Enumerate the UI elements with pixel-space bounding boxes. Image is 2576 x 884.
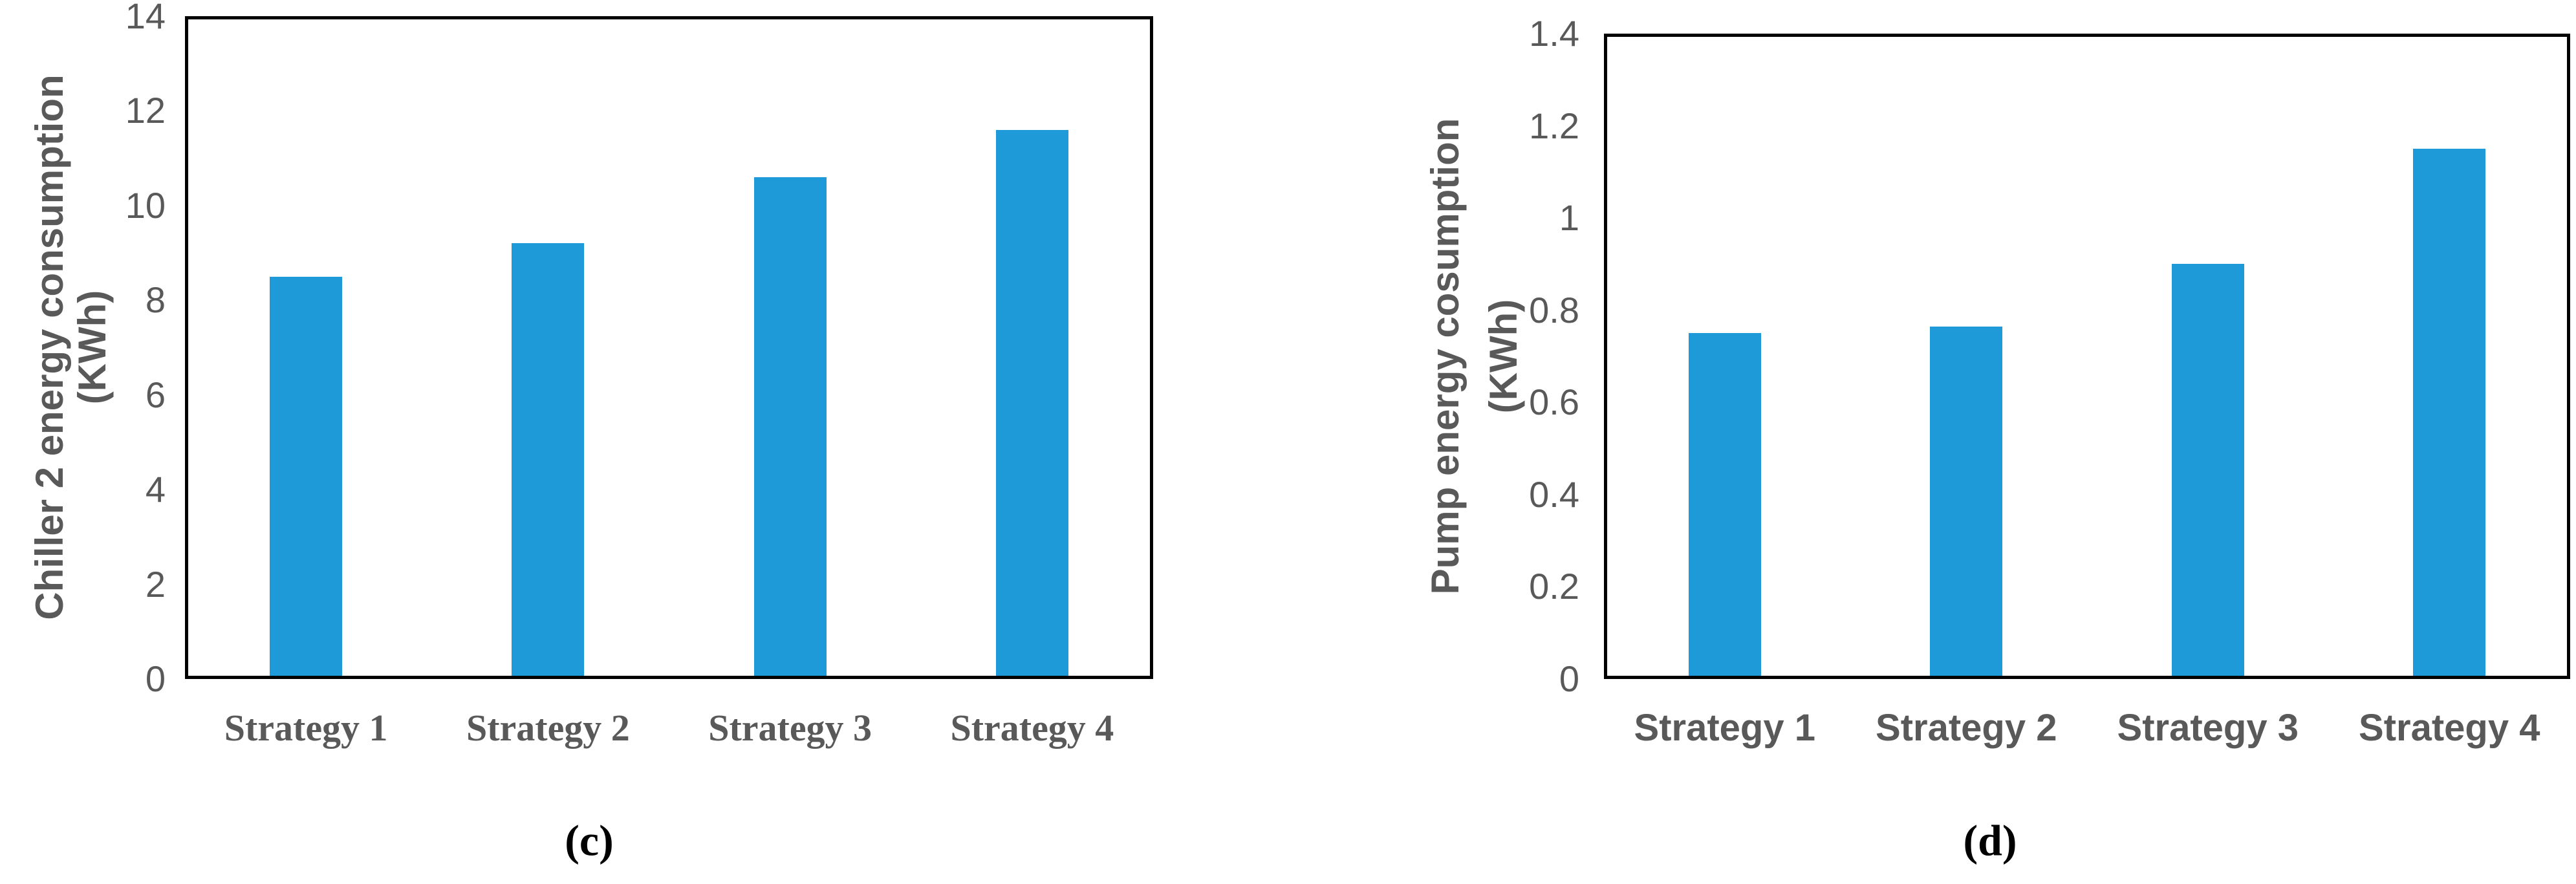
- y-tick-label: 0.2: [1529, 566, 1579, 607]
- y-tick-label: 1.2: [1529, 105, 1579, 146]
- y-axis-title: Chiller 2 energy consumption (KWh): [28, 74, 114, 620]
- bar-strategy-1: [270, 276, 343, 679]
- y-tick-label: 1.4: [1529, 13, 1579, 54]
- y-tick-label: 0.8: [1529, 289, 1579, 330]
- y-axis-title-line-1: Pump energy cosumption: [1423, 118, 1467, 595]
- bar-strategy-4: [2413, 149, 2486, 679]
- bar-strategy-3: [2171, 264, 2244, 679]
- y-tick-label: 4: [145, 469, 166, 510]
- y-axis-title-line-2: (KWh): [70, 290, 114, 405]
- y-tick-label: 0: [1559, 658, 1579, 699]
- x-category-label: Strategy 2: [466, 707, 630, 749]
- y-tick-label: 0: [145, 658, 166, 699]
- bar-strategy-2: [1930, 326, 2003, 679]
- plot-area: [1604, 34, 2570, 679]
- bar-strategy-2: [512, 243, 585, 679]
- x-category-label: Strategy 4: [950, 707, 1114, 749]
- y-tick-label: 6: [145, 374, 166, 415]
- x-category-label: Strategy 3: [2117, 707, 2299, 749]
- x-category-label: Strategy 1: [224, 707, 388, 749]
- y-tick-label: 1: [1559, 197, 1579, 239]
- bar-strategy-4: [995, 129, 1068, 679]
- bar-strategy-1: [1688, 333, 1761, 679]
- panel-caption-c: (c): [565, 815, 614, 865]
- x-category-label: Strategy 3: [708, 707, 872, 749]
- x-category-label: Strategy 2: [1876, 707, 2057, 749]
- y-tick-label: 2: [145, 563, 166, 605]
- y-tick-label: 0.6: [1529, 382, 1579, 423]
- y-axis-title-line-1: Chiller 2 energy consumption: [28, 74, 71, 620]
- bar-strategy-3: [753, 177, 827, 679]
- x-category-label: Strategy 4: [2359, 707, 2540, 749]
- y-tick-label: 14: [125, 0, 166, 36]
- y-tick-label: 0.4: [1529, 473, 1579, 515]
- panel-caption-d: (d): [1963, 815, 2017, 865]
- x-category-label: Strategy 1: [1634, 707, 1815, 749]
- y-axis-title: Pump energy cosumption (KWh): [1416, 118, 1533, 595]
- y-axis-title-line-2: (KWh): [1482, 299, 1525, 414]
- plot-area: [185, 16, 1153, 679]
- y-tick-label: 10: [125, 184, 166, 226]
- y-tick-label: 12: [125, 90, 166, 131]
- y-tick-label: 8: [145, 279, 166, 321]
